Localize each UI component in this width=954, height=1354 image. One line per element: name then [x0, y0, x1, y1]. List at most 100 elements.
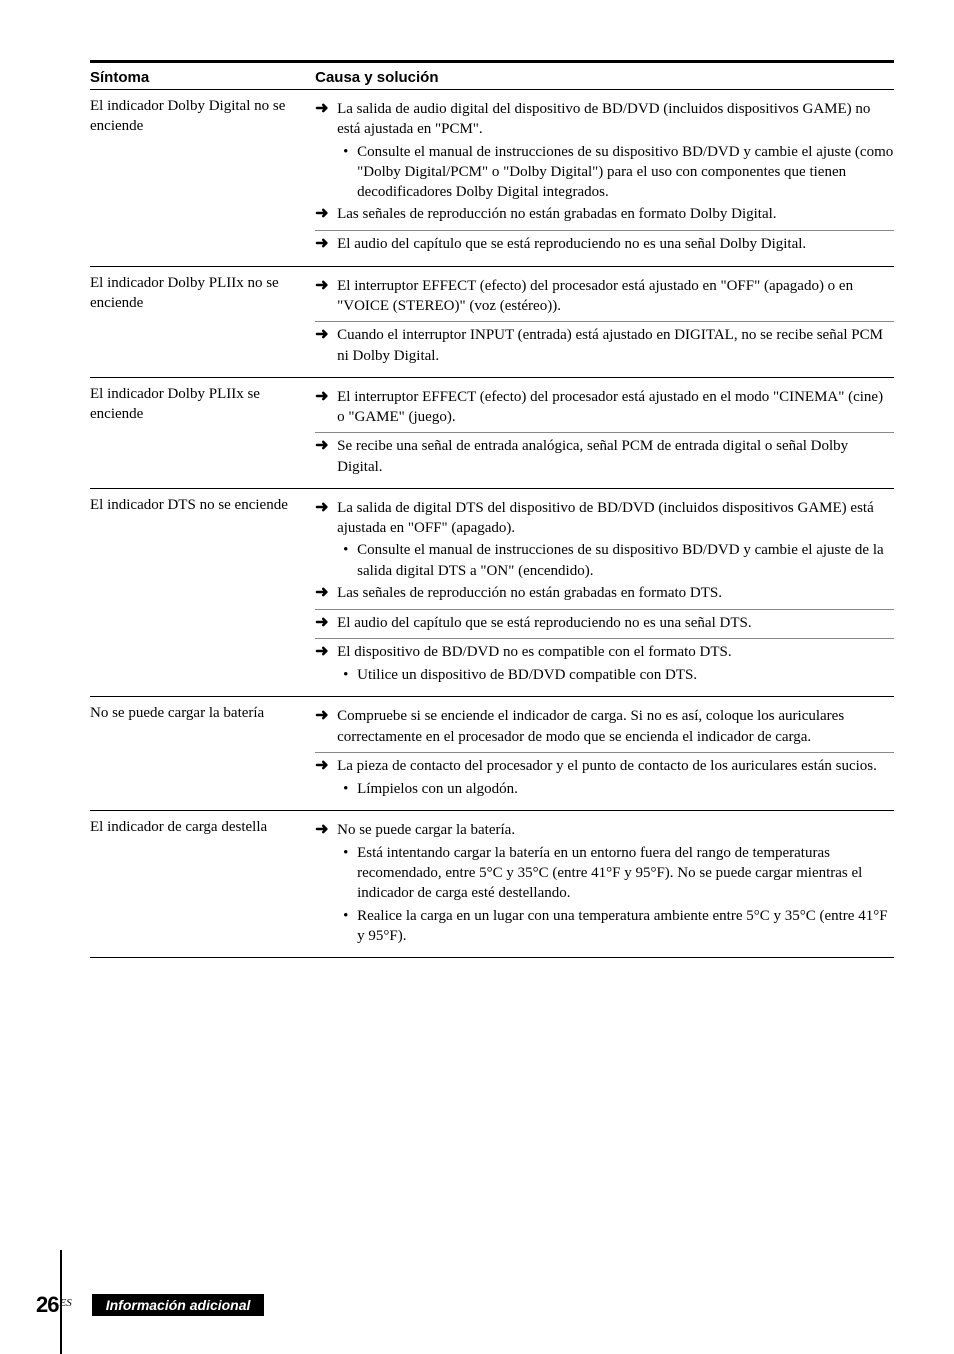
- arrow-text: El audio del capítulo que se está reprod…: [337, 234, 894, 254]
- bullet-text: Realice la carga en un lugar con una tem…: [357, 906, 894, 947]
- arrow-text: El audio del capítulo que se está reprod…: [337, 613, 894, 633]
- cause-group: ➜No se puede cargar la batería.•Está int…: [315, 817, 894, 951]
- cause-group: ➜Cuando el interruptor INPUT (entrada) e…: [315, 322, 894, 371]
- arrow-text: El interruptor EFFECT (efecto) del proce…: [337, 276, 894, 317]
- arrow-item: ➜El dispositivo de BD/DVD no es compatib…: [315, 641, 894, 664]
- arrow-icon: ➜: [315, 820, 337, 841]
- cause-group: ➜El interruptor EFFECT (efecto) del proc…: [315, 273, 894, 323]
- arrow-text: Las señales de reproducción no están gra…: [337, 583, 894, 603]
- symptom-cell: El indicador Dolby PLIIx se enciende: [90, 384, 315, 482]
- cause-group: ➜Compruebe si se enciende el indicador d…: [315, 703, 894, 753]
- arrow-icon: ➜: [315, 642, 337, 663]
- cause-group: ➜Se recibe una señal de entrada analógic…: [315, 433, 894, 482]
- arrow-item: ➜La salida de digital DTS del dispositiv…: [315, 497, 894, 540]
- table-body: El indicador Dolby Digital no se enciend…: [90, 90, 894, 958]
- arrow-icon: ➜: [315, 498, 337, 519]
- page-number-value: 26: [36, 1292, 58, 1317]
- table-row: El indicador de carga destella➜No se pue…: [90, 811, 894, 958]
- bullet-text: Límpielos con un algodón.: [357, 779, 894, 799]
- arrow-item: ➜Cuando el interruptor INPUT (entrada) e…: [315, 324, 894, 367]
- symptom-cell: El indicador Dolby Digital no se enciend…: [90, 96, 315, 260]
- arrow-text: Cuando el interruptor INPUT (entrada) es…: [337, 325, 894, 366]
- footer-section-label: Información adicional: [92, 1294, 265, 1316]
- bullet-item: •Utilice un dispositivo de BD/DVD compat…: [315, 664, 894, 686]
- arrow-icon: ➜: [315, 706, 337, 727]
- cause-cell: ➜Compruebe si se enciende el indicador d…: [315, 703, 894, 804]
- page-footer: 26ES Información adicional: [36, 1292, 264, 1318]
- page-lang: ES: [59, 1297, 71, 1309]
- cause-cell: ➜El interruptor EFFECT (efecto) del proc…: [315, 273, 894, 371]
- arrow-text: La salida de digital DTS del dispositivo…: [337, 498, 894, 539]
- arrow-icon: ➜: [315, 325, 337, 346]
- arrow-text: El interruptor EFFECT (efecto) del proce…: [337, 387, 894, 428]
- cause-group: ➜El audio del capítulo que se está repro…: [315, 231, 894, 260]
- header-cause: Causa y solución: [315, 69, 894, 86]
- bullet-item: •Realice la carga en un lugar con una te…: [315, 905, 894, 948]
- arrow-text: Las señales de reproducción no están gra…: [337, 204, 894, 224]
- bullet-text: Utilice un dispositivo de BD/DVD compati…: [357, 665, 894, 685]
- arrow-icon: ➜: [315, 436, 337, 457]
- bullet-text: Consulte el manual de instrucciones de s…: [357, 540, 894, 581]
- table-row: El indicador Dolby PLIIx no se enciende➜…: [90, 267, 894, 378]
- bullet-icon: •: [343, 906, 357, 926]
- symptom-cell: El indicador Dolby PLIIx no se enciende: [90, 273, 315, 371]
- arrow-icon: ➜: [315, 756, 337, 777]
- arrow-text: La pieza de contacto del procesador y el…: [337, 756, 894, 776]
- arrow-item: ➜No se puede cargar la batería.: [315, 819, 894, 842]
- bullet-text: Consulte el manual de instrucciones de s…: [357, 142, 894, 203]
- arrow-icon: ➜: [315, 204, 337, 225]
- arrow-icon: ➜: [315, 99, 337, 120]
- table-row: El indicador DTS no se enciende➜La salid…: [90, 489, 894, 698]
- arrow-item: ➜Se recibe una señal de entrada analógic…: [315, 435, 894, 478]
- table-row: El indicador Dolby PLIIx se enciende➜El …: [90, 378, 894, 489]
- cause-cell: ➜La salida de digital DTS del dispositiv…: [315, 495, 894, 691]
- bullet-icon: •: [343, 843, 357, 863]
- arrow-icon: ➜: [315, 583, 337, 604]
- bullet-item: •Está intentando cargar la batería en un…: [315, 842, 894, 905]
- cause-cell: ➜La salida de audio digital del disposit…: [315, 96, 894, 260]
- arrow-item: ➜El interruptor EFFECT (efecto) del proc…: [315, 386, 894, 429]
- arrow-item: ➜Las señales de reproducción no están gr…: [315, 203, 894, 226]
- symptom-cell: No se puede cargar la batería: [90, 703, 315, 804]
- arrow-item: ➜Compruebe si se enciende el indicador d…: [315, 705, 894, 748]
- cause-cell: ➜No se puede cargar la batería.•Está int…: [315, 817, 894, 951]
- arrow-text: El dispositivo de BD/DVD no es compatibl…: [337, 642, 894, 662]
- arrow-item: ➜El interruptor EFFECT (efecto) del proc…: [315, 275, 894, 318]
- cause-group: ➜El audio del capítulo que se está repro…: [315, 610, 894, 640]
- arrow-item: ➜El audio del capítulo que se está repro…: [315, 233, 894, 256]
- bullet-text: Está intentando cargar la batería en un …: [357, 843, 894, 904]
- arrow-text: La salida de audio digital del dispositi…: [337, 99, 894, 140]
- arrow-item: ➜La salida de audio digital del disposit…: [315, 98, 894, 141]
- cause-cell: ➜El interruptor EFFECT (efecto) del proc…: [315, 384, 894, 482]
- arrow-item: ➜Las señales de reproducción no están gr…: [315, 582, 894, 605]
- bullet-item: •Límpielos con un algodón.: [315, 778, 894, 800]
- bullet-item: •Consulte el manual de instrucciones de …: [315, 539, 894, 582]
- table-row: El indicador Dolby Digital no se enciend…: [90, 90, 894, 267]
- header-symptom: Síntoma: [90, 69, 315, 86]
- page-number: 26ES: [36, 1292, 72, 1318]
- troubleshooting-table: Síntoma Causa y solución El indicador Do…: [90, 60, 894, 958]
- cause-group: ➜La salida de digital DTS del dispositiv…: [315, 495, 894, 610]
- bullet-icon: •: [343, 665, 357, 685]
- bullet-icon: •: [343, 540, 357, 560]
- bullet-icon: •: [343, 779, 357, 799]
- arrow-text: Se recibe una señal de entrada analógica…: [337, 436, 894, 477]
- bullet-item: •Consulte el manual de instrucciones de …: [315, 141, 894, 204]
- table-row: No se puede cargar la batería➜Compruebe …: [90, 697, 894, 811]
- cause-group: ➜La salida de audio digital del disposit…: [315, 96, 894, 231]
- arrow-text: No se puede cargar la batería.: [337, 820, 894, 840]
- symptom-cell: El indicador de carga destella: [90, 817, 315, 951]
- arrow-icon: ➜: [315, 387, 337, 408]
- arrow-icon: ➜: [315, 276, 337, 297]
- arrow-item: ➜La pieza de contacto del procesador y e…: [315, 755, 894, 778]
- symptom-cell: El indicador DTS no se enciende: [90, 495, 315, 691]
- cause-group: ➜El interruptor EFFECT (efecto) del proc…: [315, 384, 894, 434]
- arrow-text: Compruebe si se enciende el indicador de…: [337, 706, 894, 747]
- arrow-icon: ➜: [315, 613, 337, 634]
- table-header-row: Síntoma Causa y solución: [90, 60, 894, 90]
- arrow-icon: ➜: [315, 234, 337, 255]
- bullet-icon: •: [343, 142, 357, 162]
- arrow-item: ➜El audio del capítulo que se está repro…: [315, 612, 894, 635]
- cause-group: ➜La pieza de contacto del procesador y e…: [315, 753, 894, 804]
- cause-group: ➜El dispositivo de BD/DVD no es compatib…: [315, 639, 894, 690]
